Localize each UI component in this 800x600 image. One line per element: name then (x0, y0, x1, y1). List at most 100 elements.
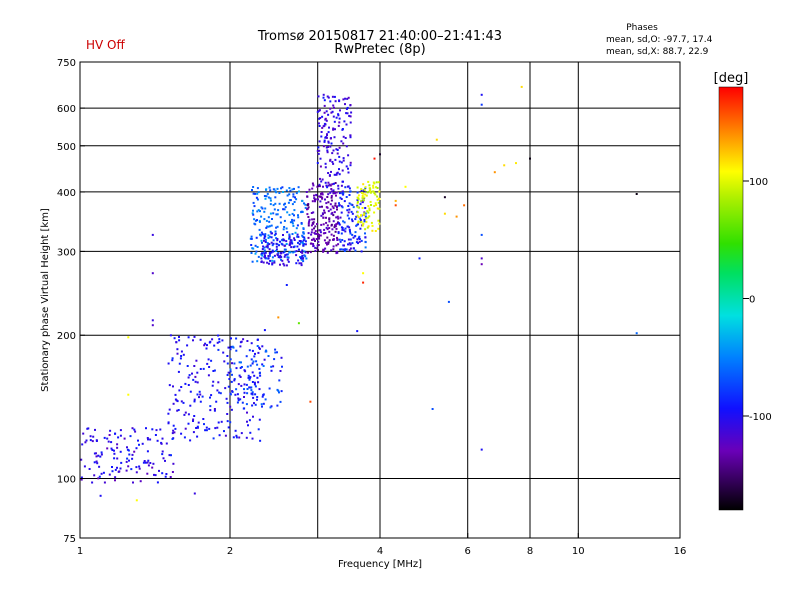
data-point (263, 237, 266, 240)
data-point (275, 248, 278, 251)
data-point (356, 214, 359, 217)
data-point (242, 338, 245, 341)
data-point (315, 194, 318, 197)
data-point (316, 162, 319, 164)
data-point (226, 401, 229, 404)
data-point (256, 219, 258, 222)
data-point (256, 210, 259, 213)
data-point (245, 436, 248, 439)
data-point (316, 149, 319, 152)
chart-subtitle: RwPretec (8p) (334, 42, 425, 57)
data-point (84, 441, 87, 444)
data-point (245, 383, 248, 386)
data-point (302, 244, 305, 247)
data-point (375, 186, 378, 189)
data-point (324, 123, 327, 126)
data-point (318, 205, 321, 208)
data-point (238, 436, 241, 439)
data-point (283, 208, 286, 211)
data-point (324, 247, 327, 250)
data-point (257, 209, 260, 212)
data-point (143, 460, 146, 462)
data-point (230, 408, 233, 411)
data-point (222, 351, 225, 354)
data-point (235, 434, 238, 437)
colorbar-tick-label: 100 (749, 177, 768, 188)
y-tick-label: 300 (57, 247, 76, 258)
data-point (346, 185, 349, 188)
data-point (239, 376, 242, 378)
data-point (326, 196, 329, 198)
data-point (335, 191, 338, 194)
data-point (86, 427, 89, 430)
data-point (338, 168, 340, 171)
data-point (364, 241, 367, 244)
data-point (318, 125, 321, 127)
data-point (345, 196, 348, 198)
data-point (275, 242, 278, 245)
data-point (338, 223, 341, 226)
data-point (332, 104, 335, 107)
data-point (404, 185, 407, 188)
data-point (326, 149, 329, 152)
data-point (292, 195, 295, 198)
data-point (361, 201, 364, 204)
data-point (348, 114, 351, 117)
data-point (283, 264, 286, 267)
data-point (323, 209, 326, 212)
data-point (252, 213, 255, 216)
data-point (297, 241, 299, 244)
data-point (368, 187, 371, 190)
data-point (272, 242, 275, 245)
data-point (340, 211, 343, 214)
data-point (268, 243, 271, 246)
data-point (176, 348, 179, 351)
data-point (374, 202, 377, 205)
data-point (356, 186, 359, 189)
data-point (346, 106, 349, 109)
data-point (291, 220, 294, 223)
data-point (349, 230, 351, 233)
data-point (271, 263, 274, 266)
data-point (271, 259, 274, 262)
data-point (347, 205, 350, 207)
data-point (224, 387, 227, 390)
data-point (154, 474, 157, 477)
data-point (214, 427, 217, 430)
data-point (149, 438, 152, 441)
data-point (171, 471, 174, 473)
data-point (355, 241, 358, 244)
data-point (346, 214, 349, 217)
data-point (283, 226, 286, 228)
data-point (314, 249, 317, 252)
data-point (364, 212, 367, 215)
data-point (362, 192, 365, 195)
data-point (320, 214, 323, 217)
data-point (233, 379, 236, 382)
data-point (80, 458, 83, 461)
data-point (183, 413, 186, 416)
data-point (339, 248, 342, 251)
data-point (260, 239, 263, 242)
data-point (258, 346, 261, 349)
data-point (327, 193, 330, 196)
data-point (217, 381, 220, 384)
data-point (177, 409, 180, 411)
data-point (240, 340, 243, 343)
data-point (270, 405, 273, 408)
data-point (308, 188, 311, 191)
data-point (114, 479, 116, 482)
data-point (267, 355, 270, 357)
data-point (212, 380, 215, 383)
data-point (229, 421, 232, 424)
data-point (152, 462, 155, 465)
data-point (251, 437, 254, 440)
data-point (135, 466, 138, 469)
data-point (347, 211, 350, 214)
data-point (253, 218, 256, 221)
data-point (328, 230, 331, 233)
data-point (332, 189, 335, 192)
data-point (192, 339, 194, 342)
data-point (285, 284, 288, 286)
data-point (203, 344, 206, 347)
